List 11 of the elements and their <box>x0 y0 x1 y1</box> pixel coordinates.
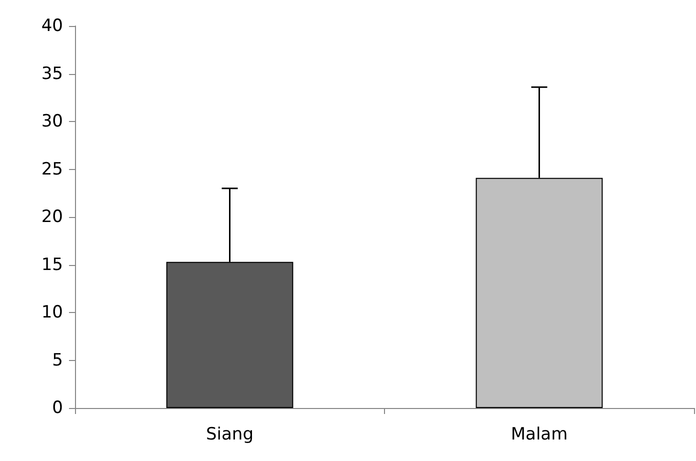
y-tick-label: 30 <box>41 112 63 132</box>
y-tick-label: 40 <box>41 16 63 36</box>
y-tick-label: 0 <box>52 398 63 418</box>
y-tick-label: 15 <box>41 254 63 275</box>
y-tick-label: 10 <box>41 302 63 322</box>
x-tick-label: Malam <box>510 424 568 444</box>
y-tick-label: 25 <box>41 159 63 180</box>
y-tick-label: 35 <box>41 64 63 84</box>
y-tick-label: 5 <box>52 350 63 370</box>
y-tick-label: 20 <box>41 207 63 227</box>
x-tick-label: Siang <box>206 424 254 444</box>
